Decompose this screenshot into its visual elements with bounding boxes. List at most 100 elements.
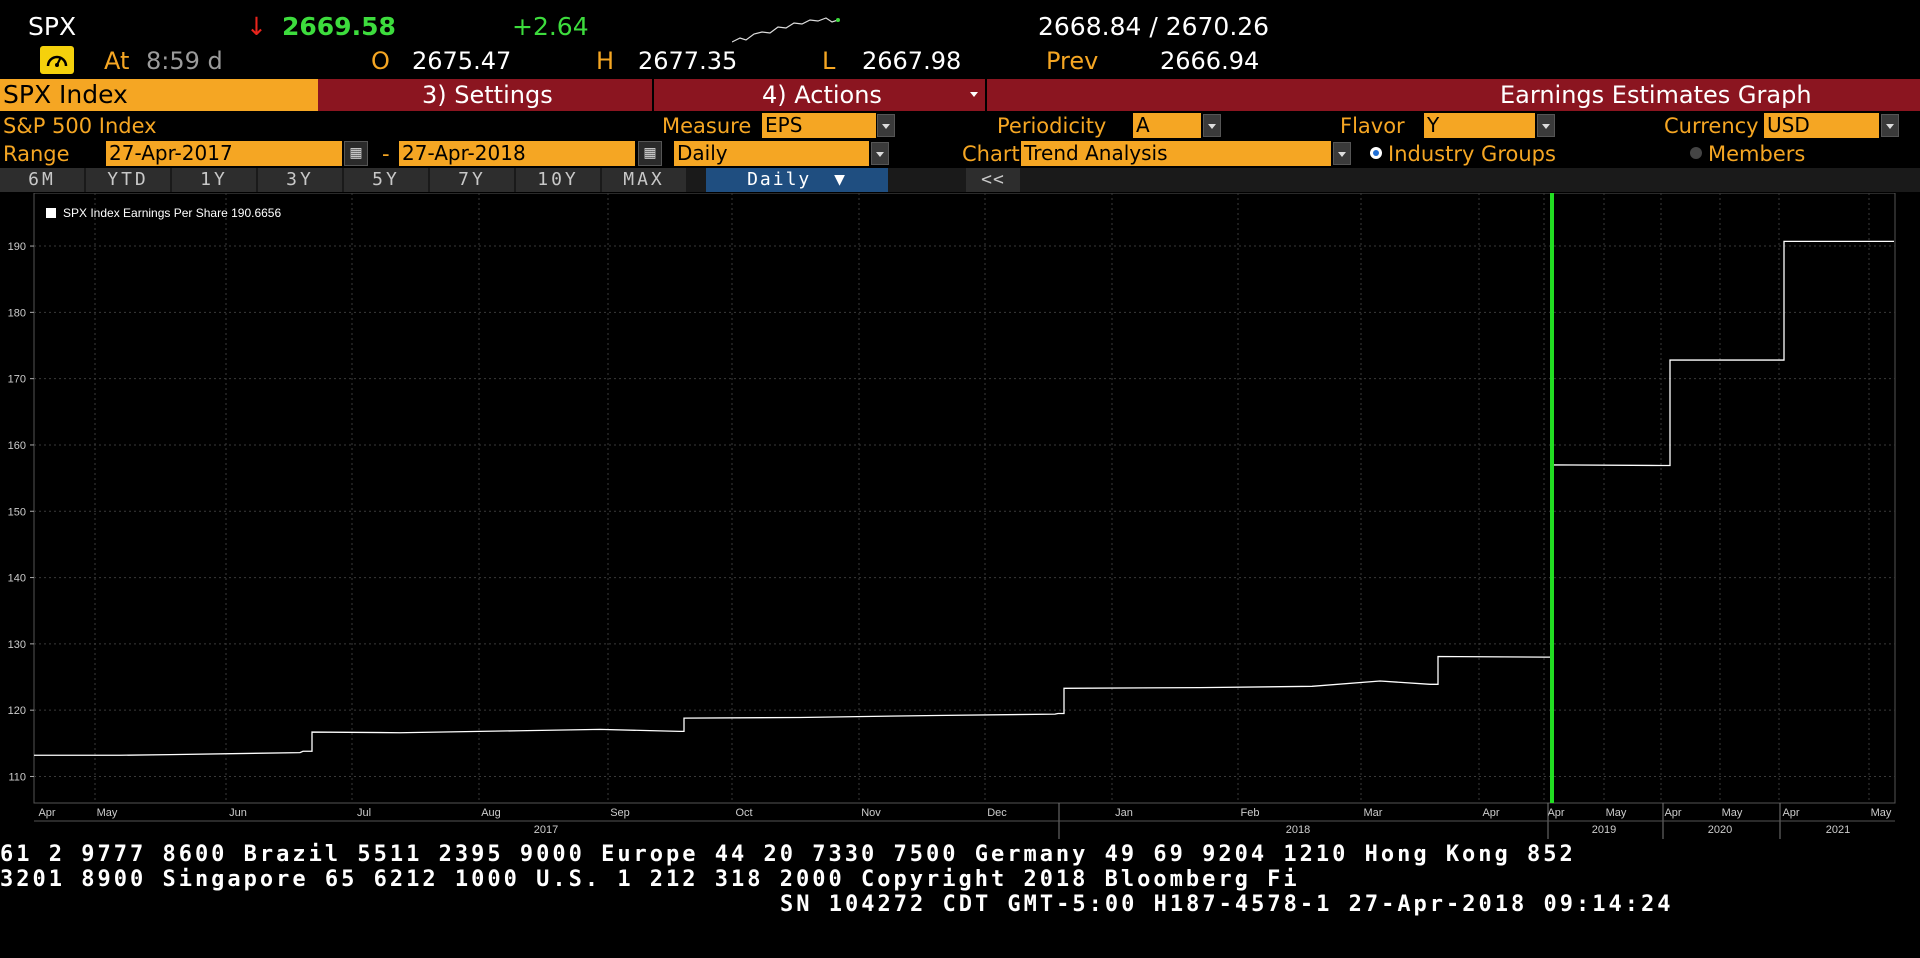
y-tick-label: 180: [8, 307, 26, 319]
periodicity-label: Periodicity: [997, 114, 1107, 138]
x-month-label: Oct: [735, 807, 752, 819]
footer-session-info: SN 104272 CDT GMT-5:00 H187-4578-1 27-Ap…: [780, 892, 1674, 917]
x-month-label: May: [1606, 807, 1627, 819]
prev-label: Prev: [1046, 47, 1099, 75]
range-start-calendar-icon[interactable]: ▦: [344, 141, 368, 166]
quote-time: 8:59 d: [146, 47, 223, 75]
range-end-calendar-icon[interactable]: ▦: [638, 141, 662, 166]
legend-swatch: [46, 208, 56, 218]
x-year-label: 2021: [1826, 824, 1850, 836]
period-3y-button[interactable]: 3Y: [258, 168, 342, 192]
x-month-label: Jan: [1115, 807, 1133, 819]
footer-contacts-line1: 61 2 9777 8600 Brazil 5511 2395 9000 Eur…: [0, 842, 1576, 867]
y-tick-label: 150: [8, 506, 26, 518]
plot-frame: [33, 193, 1896, 804]
y-tick-label: 110: [8, 771, 26, 783]
measure-label: Measure: [662, 114, 752, 138]
range-start-input[interactable]: 27-Apr-2017: [106, 141, 342, 166]
members-radio[interactable]: [1690, 147, 1702, 159]
range-dash: -: [382, 142, 390, 166]
range-label: Range: [3, 142, 70, 166]
x-month-label: Apr: [1782, 807, 1799, 819]
y-tick-label: 130: [8, 639, 26, 651]
open-label: O: [371, 47, 390, 75]
high-label: H: [596, 47, 615, 75]
industry-groups-label[interactable]: Industry Groups: [1388, 142, 1556, 166]
x-month-label: Apr: [1664, 807, 1681, 819]
chart-type-select[interactable]: Trend Analysis: [1021, 141, 1331, 166]
low-label: L: [822, 47, 836, 75]
eps-series-line: [34, 240, 1894, 756]
collapse-button[interactable]: <<: [966, 168, 1020, 192]
high-price: 2677.35: [638, 47, 738, 75]
flavor-select[interactable]: Y: [1424, 113, 1535, 138]
x-month-label: Feb: [1241, 807, 1260, 819]
x-axis: Apr May Jun Jul Aug Sep Oct Nov Dec Jan Feb Mar Apr A…: [34, 803, 1895, 839]
range-end-input[interactable]: 27-Apr-2018: [399, 141, 635, 166]
x-month-label: Dec: [987, 807, 1007, 819]
frequency-select[interactable]: Daily: [674, 141, 869, 166]
y-axis: 110 120 130 140 150 160 170 180 190: [8, 241, 34, 783]
period-10y-button[interactable]: 10Y: [516, 168, 600, 192]
chart-type-dropdown-icon[interactable]: [1333, 142, 1351, 165]
chevron-down-icon: ▼: [834, 169, 847, 190]
x-month-label: Jul: [357, 807, 371, 819]
currency-dropdown-icon[interactable]: [1881, 114, 1899, 137]
x-month-label: Sep: [610, 807, 630, 819]
flavor-label: Flavor: [1340, 114, 1405, 138]
period-7y-button[interactable]: 7Y: [430, 168, 514, 192]
currency-label: Currency: [1664, 114, 1759, 138]
x-month-label: Aug: [481, 807, 501, 819]
footer-contacts-line2: 3201 8900 Singapore 65 6212 1000 U.S. 1 …: [0, 867, 1300, 892]
flavor-dropdown-icon[interactable]: [1537, 114, 1555, 137]
x-month-label: May: [1871, 807, 1892, 819]
ticker-tab[interactable]: SPX Index: [0, 79, 318, 111]
low-price: 2667.98: [862, 47, 962, 75]
y-tick-label: 140: [8, 573, 26, 585]
alert-gauge-icon[interactable]: [40, 46, 74, 74]
last-price: 2669.58: [282, 12, 396, 41]
settings-menu[interactable]: 3) Settings: [422, 81, 553, 109]
periodicity-dropdown-icon[interactable]: [1203, 114, 1221, 137]
measure-dropdown-icon[interactable]: [877, 114, 895, 137]
function-title: Earnings Estimates Graph: [1500, 81, 1812, 109]
period-6m-button[interactable]: 6M: [0, 168, 84, 192]
y-tick-label: 120: [8, 705, 26, 717]
x-month-label: Apr: [1547, 807, 1564, 819]
x-month-label: Mar: [1364, 807, 1383, 819]
x-month-label: Jun: [229, 807, 247, 819]
price-change: +2.64: [512, 12, 589, 41]
ticker-symbol: SPX: [28, 12, 77, 41]
periodicity-select[interactable]: A: [1133, 113, 1201, 138]
down-arrow-icon: ↓: [246, 12, 267, 41]
period-1y-button[interactable]: 1Y: [172, 168, 256, 192]
actions-dropdown-icon[interactable]: [970, 92, 978, 97]
sparkline-icon: [732, 17, 840, 43]
bid-ask: 2668.84 / 2670.26: [1038, 12, 1270, 41]
actions-menu[interactable]: 4) Actions: [762, 81, 882, 109]
period-max-button[interactable]: MAX: [602, 168, 686, 192]
members-label[interactable]: Members: [1708, 142, 1806, 166]
frequency-dropdown-icon[interactable]: [871, 142, 889, 165]
y-tick-label: 170: [8, 374, 26, 386]
period-ytd-button[interactable]: YTD: [86, 168, 170, 192]
y-tick-label: 160: [8, 440, 26, 452]
measure-select[interactable]: EPS: [762, 113, 876, 138]
x-month-label: May: [1722, 807, 1743, 819]
y-tick-label: 190: [8, 241, 26, 253]
menu-bar: [318, 79, 1920, 111]
frequency-daily-label: Daily: [747, 169, 812, 190]
frequency-daily-button[interactable]: Daily ▼: [706, 168, 888, 192]
x-year-label: 2017: [534, 824, 558, 836]
currency-select[interactable]: USD: [1764, 113, 1879, 138]
eps-chart: 110 120 130 140 150 160 170 180 190 Apr May Jun Jul…: [8, 193, 1896, 839]
legend-label: SPX Index Earnings Per Share 190.6656: [63, 206, 281, 220]
industry-groups-radio[interactable]: [1370, 147, 1382, 159]
x-month-label: May: [97, 807, 118, 819]
x-month-label: Apr: [38, 807, 55, 819]
period-5y-button[interactable]: 5Y: [344, 168, 428, 192]
x-month-label: Apr: [1482, 807, 1499, 819]
open-price: 2675.47: [412, 47, 512, 75]
chart-label: Chart: [962, 142, 1020, 166]
security-name: S&P 500 Index: [3, 114, 157, 138]
